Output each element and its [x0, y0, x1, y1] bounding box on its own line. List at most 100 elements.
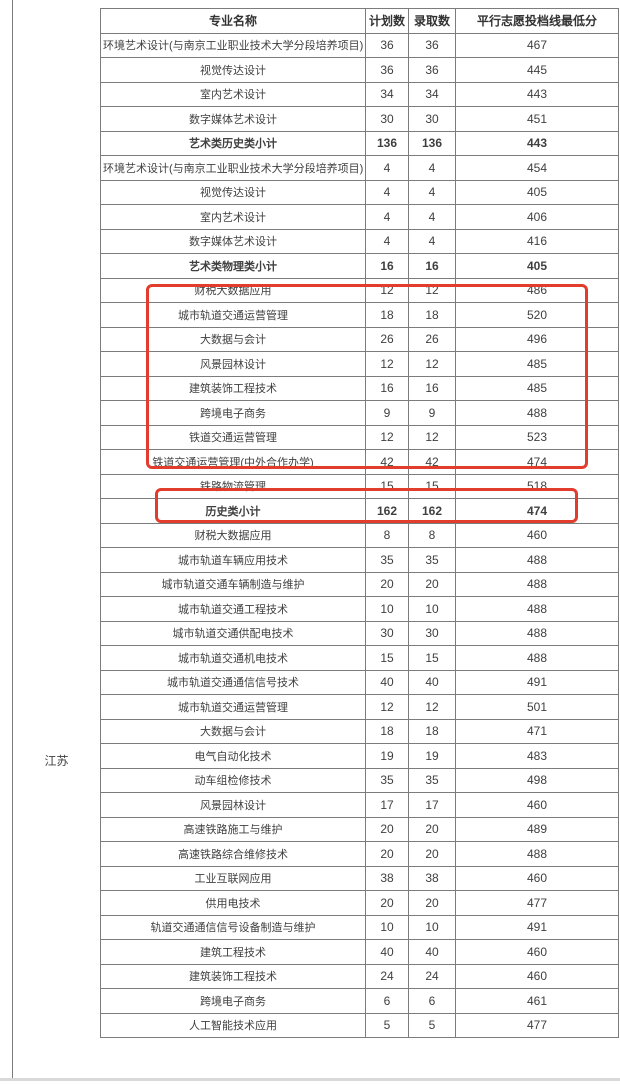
- table-row: 城市轨道交通运营管理 18 18 520: [100, 302, 619, 328]
- admitted-cell: 6: [408, 988, 456, 1014]
- plan-cell: 4: [365, 228, 409, 254]
- major-cell: 城市轨道交通运营管理: [100, 694, 366, 720]
- admitted-cell: 26: [408, 326, 456, 352]
- table-row: 跨境电子商务 6 6 461: [100, 988, 619, 1014]
- subtotal-row: 艺术类历史类小计 136 136 443: [100, 130, 619, 156]
- admitted-cell: 18: [408, 718, 456, 744]
- table-row: 城市轨道交通运营管理 12 12 501: [100, 694, 619, 720]
- major-cell: 跨境电子商务: [100, 988, 366, 1014]
- admissions-table: 专业名称 计划数 录取数 平行志愿投档线最低分 环境艺术设计(与南京工业职业技术…: [100, 8, 619, 1038]
- admitted-cell: 24: [408, 963, 456, 989]
- score-cell: 488: [455, 620, 619, 646]
- plan-cell: 136: [365, 130, 409, 156]
- major-cell: 工业互联网应用: [100, 865, 366, 891]
- admitted-cell: 16: [408, 375, 456, 401]
- score-cell: 485: [455, 375, 619, 401]
- major-cell: 城市轨道交通机电技术: [100, 645, 366, 671]
- table-row: 城市轨道车辆应用技术 35 35 488: [100, 547, 619, 573]
- table-row: 跨境电子商务 9 9 488: [100, 400, 619, 426]
- admitted-cell: 15: [408, 645, 456, 671]
- major-cell: 跨境电子商务: [100, 400, 366, 426]
- score-cell: 405: [455, 179, 619, 205]
- plan-cell: 4: [365, 179, 409, 205]
- major-cell: 视觉传达设计: [100, 57, 366, 83]
- table-row: 人工智能技术应用 5 5 477: [100, 1012, 619, 1038]
- table-row: 铁道交通运营管理 12 12 523: [100, 424, 619, 450]
- table-row: 建筑装饰工程技术 16 16 485: [100, 375, 619, 401]
- table-row: 视觉传达设计 4 4 405: [100, 179, 619, 205]
- table-row: 建筑装饰工程技术 24 24 460: [100, 963, 619, 989]
- major-cell: 建筑工程技术: [100, 939, 366, 965]
- table-row: 视觉传达设计 36 36 445: [100, 57, 619, 83]
- table-row: 大数据与会计 18 18 471: [100, 718, 619, 744]
- plan-cell: 38: [365, 865, 409, 891]
- score-cell: 443: [455, 130, 619, 156]
- table-row: 城市轨道交通车辆制造与维护 20 20 488: [100, 571, 619, 597]
- admitted-cell: 12: [408, 694, 456, 720]
- plan-cell: 12: [365, 351, 409, 377]
- table-row: 风景园林设计 12 12 485: [100, 351, 619, 377]
- major-cell: 城市轨道交通通信信号技术: [100, 669, 366, 695]
- major-cell: 高速铁路施工与维护: [100, 816, 366, 842]
- plan-cell: 4: [365, 204, 409, 230]
- major-cell: 铁路物流管理: [100, 473, 366, 499]
- admitted-cell: 4: [408, 228, 456, 254]
- admitted-cell: 40: [408, 939, 456, 965]
- score-cell: 405: [455, 253, 619, 279]
- major-cell: 建筑装饰工程技术: [100, 375, 366, 401]
- admitted-cell: 30: [408, 620, 456, 646]
- table-row: 轨道交通通信信号设备制造与维护 10 10 491: [100, 914, 619, 940]
- score-cell: 460: [455, 963, 619, 989]
- table-row: 高速铁路施工与维护 20 20 489: [100, 816, 619, 842]
- score-cell: 498: [455, 767, 619, 793]
- plan-cell: 36: [365, 32, 409, 58]
- plan-cell: 17: [365, 792, 409, 818]
- admitted-cell: 8: [408, 522, 456, 548]
- admitted-cell: 5: [408, 1012, 456, 1038]
- plan-cell: 36: [365, 57, 409, 83]
- admitted-cell: 38: [408, 865, 456, 891]
- plan-cell: 16: [365, 253, 409, 279]
- plan-cell: 8: [365, 522, 409, 548]
- admitted-cell: 136: [408, 130, 456, 156]
- score-cell: 491: [455, 914, 619, 940]
- plan-cell: 20: [365, 841, 409, 867]
- admitted-cell: 35: [408, 767, 456, 793]
- plan-cell: 12: [365, 694, 409, 720]
- admitted-cell: 12: [408, 351, 456, 377]
- major-cell: 环境艺术设计(与南京工业职业技术大学分段培养项目): [100, 32, 366, 58]
- plan-cell: 18: [365, 302, 409, 328]
- table-row: 风景园林设计 17 17 460: [100, 792, 619, 818]
- province-label: 江苏: [44, 754, 69, 768]
- score-cell: 483: [455, 743, 619, 769]
- score-cell: 518: [455, 473, 619, 499]
- table-row: 城市轨道交通供配电技术 30 30 488: [100, 620, 619, 646]
- score-cell: 461: [455, 988, 619, 1014]
- score-cell: 488: [455, 645, 619, 671]
- admitted-cell: 162: [408, 498, 456, 524]
- table-row: 动车组检修技术 35 35 498: [100, 767, 619, 793]
- score-cell: 460: [455, 792, 619, 818]
- score-cell: 488: [455, 571, 619, 597]
- major-cell: 数字媒体艺术设计: [100, 228, 366, 254]
- subtotal-row: 艺术类物理类小计 16 16 405: [100, 253, 619, 279]
- score-cell: 501: [455, 694, 619, 720]
- table-row: 高速铁路综合维修技术 20 20 488: [100, 841, 619, 867]
- plan-cell: 4: [365, 155, 409, 181]
- table-row: 城市轨道交通通信信号技术 40 40 491: [100, 669, 619, 695]
- plan-cell: 10: [365, 596, 409, 622]
- plan-cell: 15: [365, 473, 409, 499]
- table-row: 环境艺术设计(与南京工业职业技术大学分段培养项目) 36 36 467: [100, 32, 619, 58]
- table-row: 室内艺术设计 4 4 406: [100, 204, 619, 230]
- major-cell: 电气自动化技术: [100, 743, 366, 769]
- score-cell: 460: [455, 939, 619, 965]
- admitted-cell: 4: [408, 155, 456, 181]
- score-cell: 416: [455, 228, 619, 254]
- admitted-cell: 17: [408, 792, 456, 818]
- plan-cell: 16: [365, 375, 409, 401]
- table-row: 财税大数据应用 12 12 486: [100, 277, 619, 303]
- admitted-cell: 10: [408, 596, 456, 622]
- major-cell: 城市轨道交通运营管理: [100, 302, 366, 328]
- score-cell: 485: [455, 351, 619, 377]
- major-cell: 城市轨道交通车辆制造与维护: [100, 571, 366, 597]
